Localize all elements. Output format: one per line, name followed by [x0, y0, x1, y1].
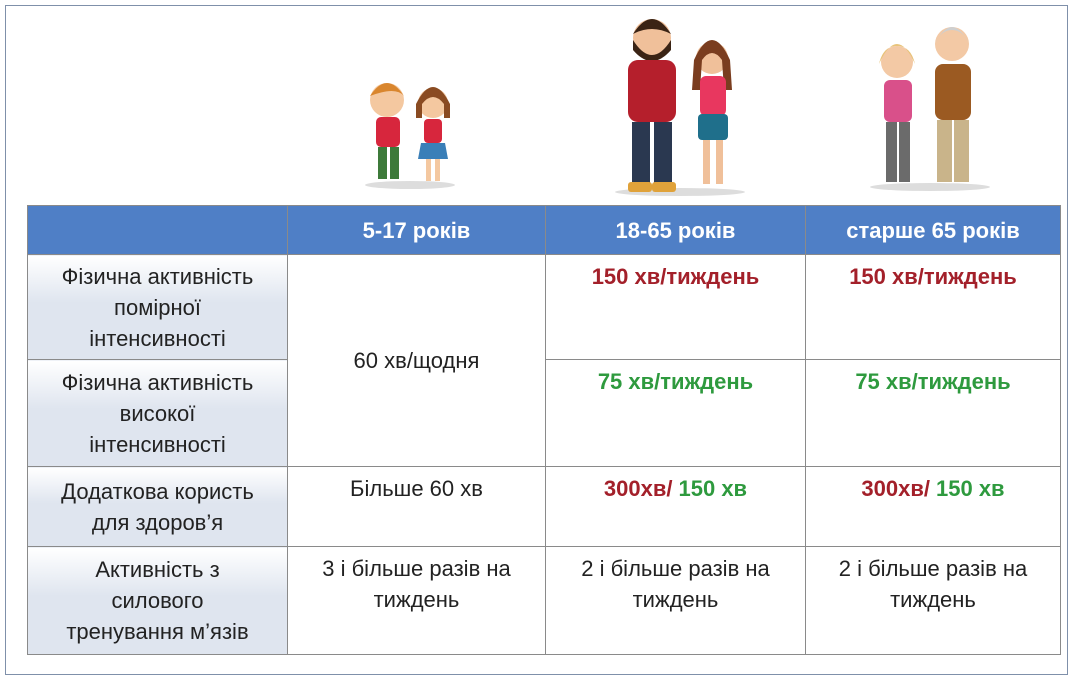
cell-line: тиждень	[810, 584, 1056, 615]
page-body: 5-17 років18-65 роківстарше 65 років Фіз…	[0, 0, 1075, 662]
label-line: силового	[32, 585, 283, 616]
label-line: тренування м’язів	[32, 616, 283, 647]
cell-line: 75 хв/тиждень	[550, 366, 801, 397]
value-cell: 75 хв/тиждень	[546, 360, 806, 467]
label-line: високої	[32, 398, 283, 429]
label-line: помірної	[32, 292, 283, 323]
illustrations	[0, 0, 1075, 205]
value-cell: 60 хв/щодня	[288, 255, 546, 467]
seniors-illustration	[870, 27, 990, 191]
value-cell: 300хв/150 хв	[806, 467, 1061, 547]
cell-run: 150 хв	[679, 476, 748, 501]
value-cell: 75 хв/тиждень	[806, 360, 1061, 467]
page: {"table": { "header_color": "#4f7fc6", "…	[0, 0, 1075, 662]
value-cell: Більше 60 хв	[288, 467, 546, 547]
cell-line: тиждень	[292, 584, 541, 615]
label-line: Активність з	[32, 554, 283, 585]
label-line: інтенсивності	[32, 323, 283, 354]
label-line: Фізична активність	[32, 261, 283, 292]
label-line: для здоров’я	[32, 507, 283, 538]
value-cell: 150 хв/тиждень	[806, 255, 1061, 360]
cell-line: 150 хв/тиждень	[810, 261, 1056, 292]
cell-run: 300хв/	[604, 476, 673, 501]
adults-illustration	[615, 19, 745, 196]
cell-line: 150 хв/тиждень	[550, 261, 801, 292]
column-header: 18-65 років	[546, 206, 806, 255]
cell-run: 300хв/	[861, 476, 930, 501]
column-header: старше 65 років	[806, 206, 1061, 255]
cell-run: 150 хв	[936, 476, 1005, 501]
value-cell: 150 хв/тиждень	[546, 255, 806, 360]
cell-line: 2 і більше разів на	[810, 553, 1056, 584]
label-line: Додаткова користь	[32, 476, 283, 507]
header-corner	[28, 206, 288, 255]
value-cell: 300хв/150 хв	[546, 467, 806, 547]
label-line: Фізична активність	[32, 367, 283, 398]
cell-line: 2 і більше разів на	[550, 553, 801, 584]
label-line: інтенсивності	[32, 429, 283, 460]
cell-line: Більше 60 хв	[292, 473, 541, 504]
cell-line: 300хв/150 хв	[810, 473, 1056, 504]
cell-line: 300хв/150 хв	[550, 473, 801, 504]
children-illustration	[365, 83, 455, 189]
column-header: 5-17 років	[288, 206, 546, 255]
cell-line: 3 і більше разів на	[292, 553, 541, 584]
cell-line: 60 хв/щодня	[292, 345, 541, 376]
cell-line: 75 хв/тиждень	[810, 366, 1056, 397]
cell-line: тиждень	[550, 584, 801, 615]
